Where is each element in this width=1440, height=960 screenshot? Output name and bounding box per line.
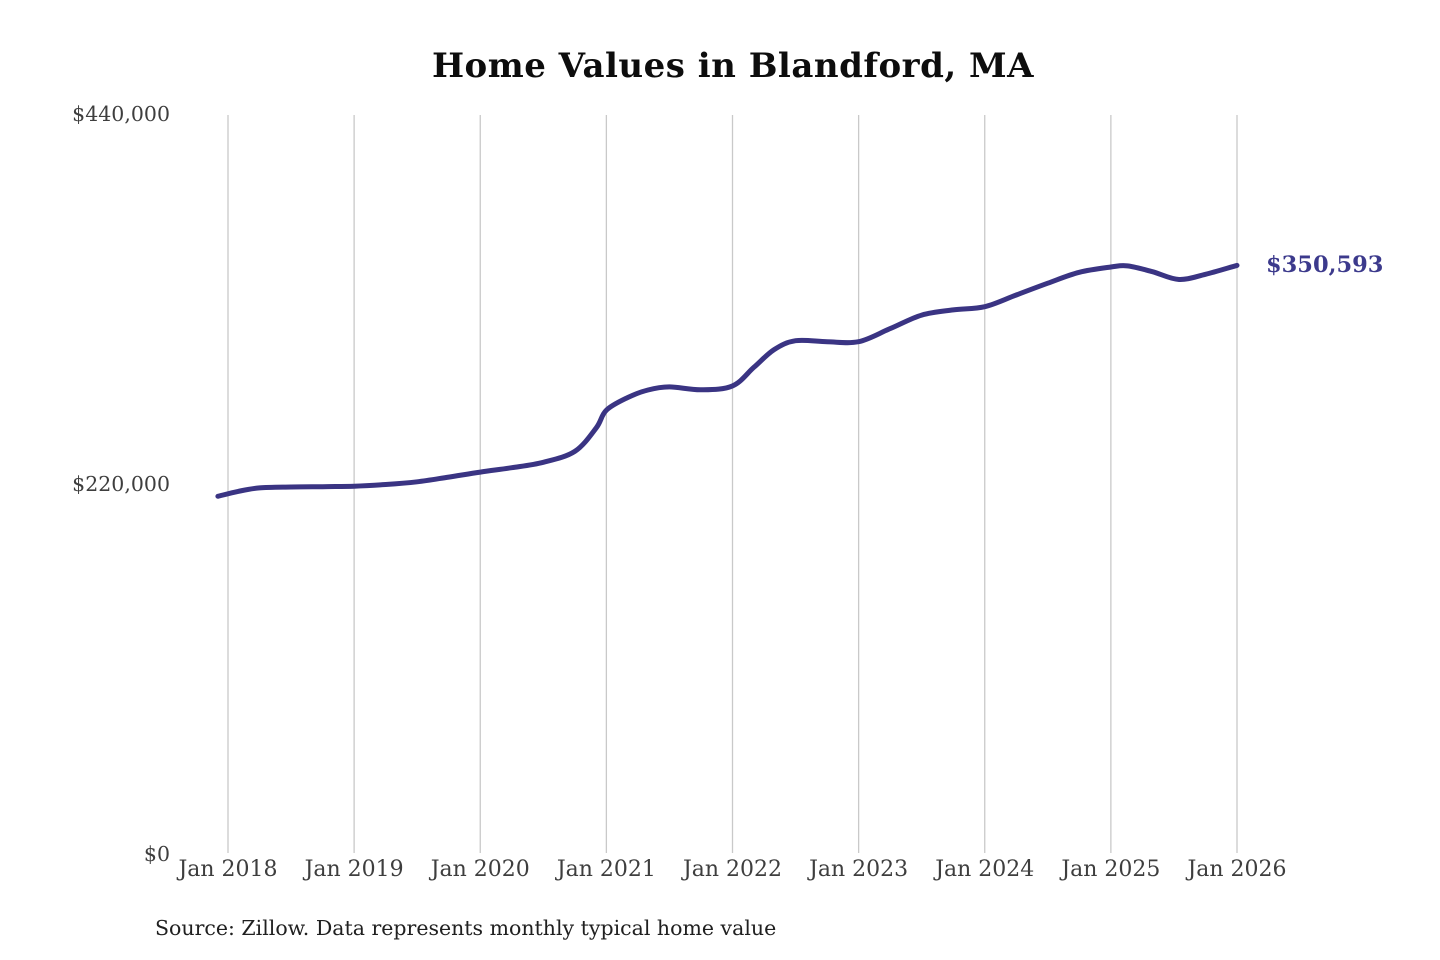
x-tick-label-2020: Jan 2020	[430, 857, 530, 882]
y-tick-label-0: $0	[143, 842, 170, 866]
y-tick-label-440000: $440,000	[72, 102, 170, 126]
x-tick-label-2022: Jan 2022	[682, 857, 783, 882]
x-tick-label-2019: Jan 2019	[304, 857, 404, 882]
x-tick-label-2026: Jan 2026	[1187, 857, 1287, 882]
latest-value-label: $350,593	[1266, 252, 1384, 279]
chart-title: Home Values in Blandford, MA	[431, 46, 1035, 86]
y-tick-label-220000: $220,000	[72, 472, 170, 496]
x-tick-label-2018: Jan 2018	[178, 857, 278, 882]
home-value-line	[215, 262, 1240, 499]
x-tick-label-2025: Jan 2025	[1061, 857, 1161, 882]
x-tick-label-2023: Jan 2023	[809, 857, 909, 882]
source-note: Source: Zillow. Data represents monthly …	[155, 916, 777, 940]
x-tick-label-2024: Jan 2024	[935, 857, 1035, 882]
x-tick-label-2021: Jan 2021	[556, 857, 656, 882]
